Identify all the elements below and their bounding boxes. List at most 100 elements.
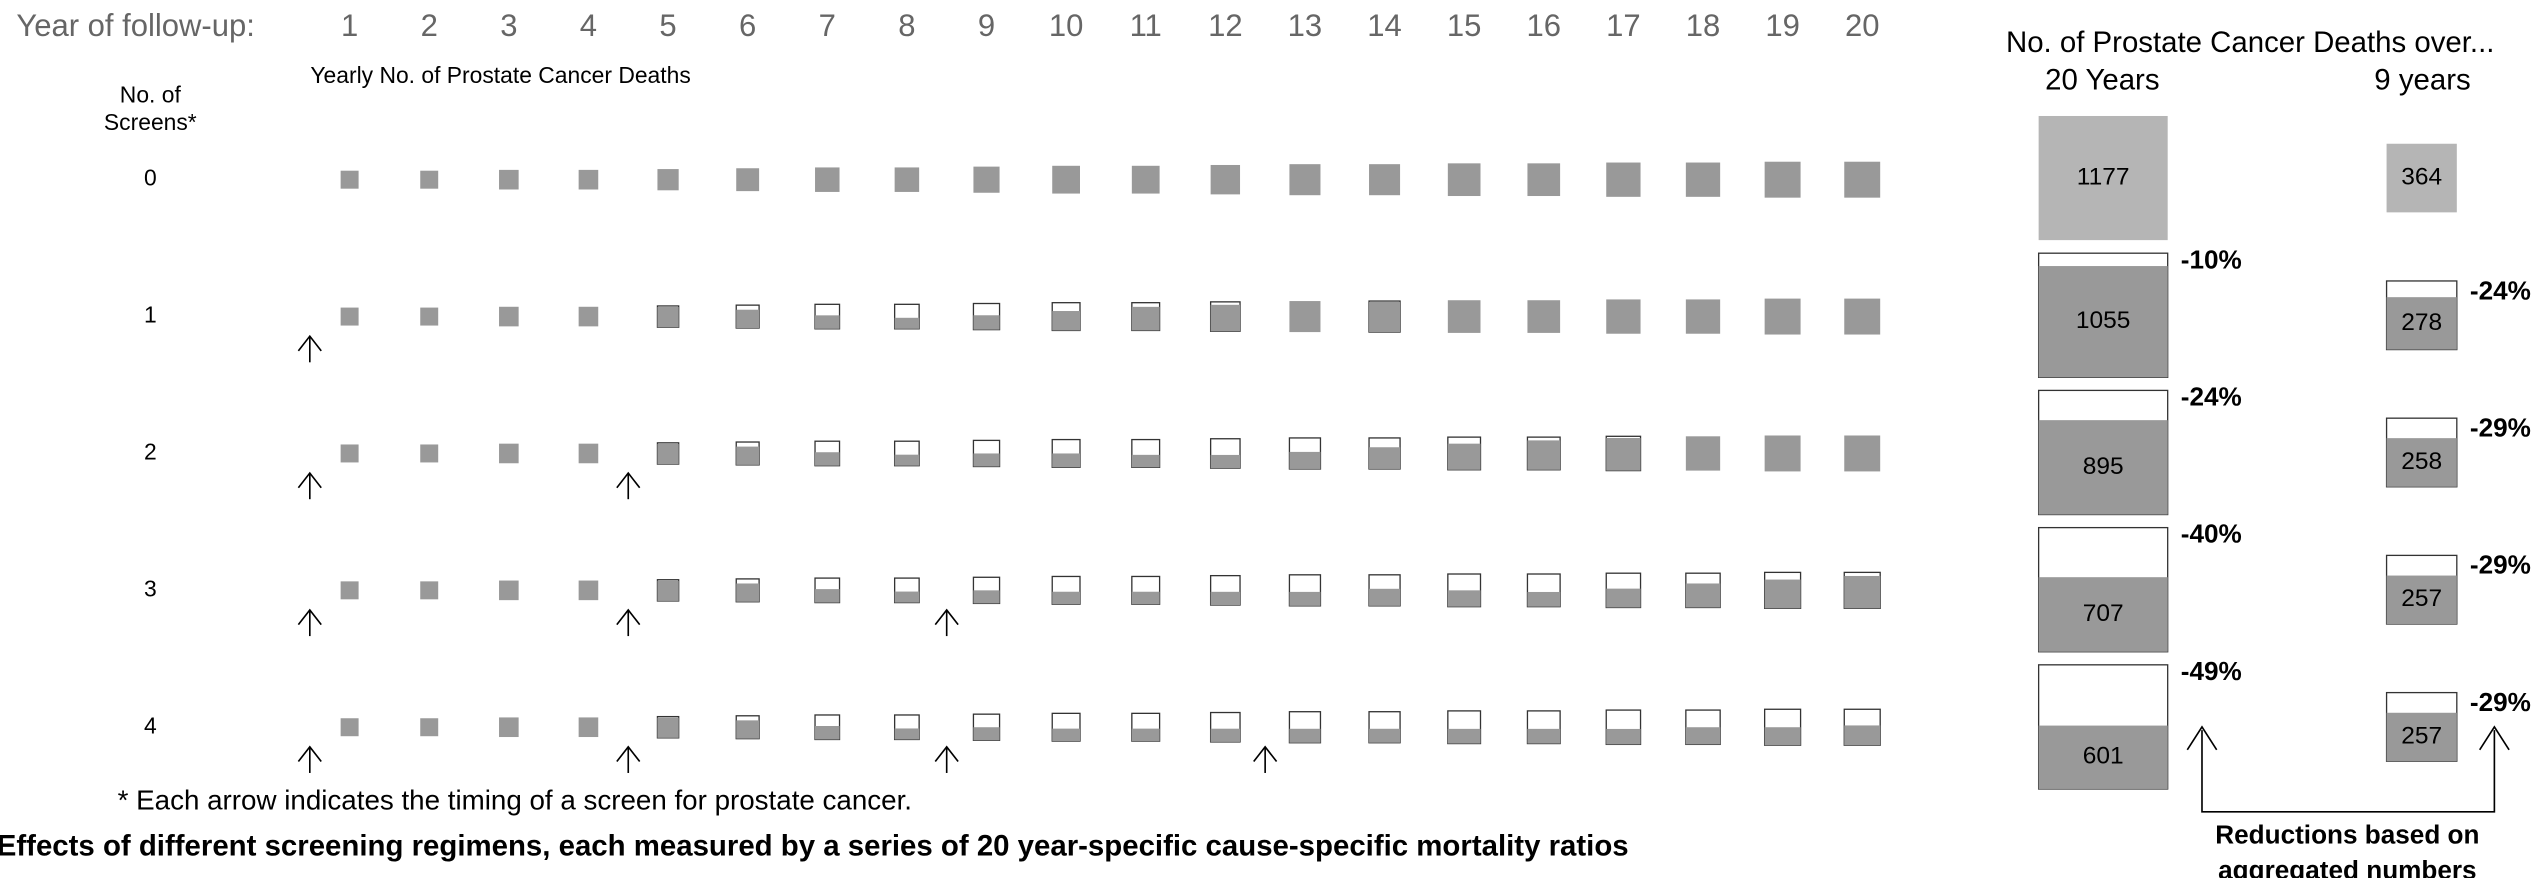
square-fill	[1527, 440, 1561, 470]
square-fill	[973, 166, 1000, 193]
box-fill	[2386, 712, 2457, 762]
change-label: -49%	[2181, 656, 2242, 686]
square-fill	[340, 581, 359, 600]
change-label: -10%	[2181, 244, 2242, 274]
square-fill	[1685, 727, 1721, 745]
square-fill	[1527, 728, 1561, 744]
panel-title: Yearly No. of Prostate Cancer Deaths	[310, 62, 690, 88]
square-fill	[499, 443, 519, 464]
square-fill	[1844, 161, 1881, 198]
caption: Effects of different screening regimens,…	[0, 830, 1629, 863]
square-fill	[1685, 299, 1721, 334]
square-fill	[420, 307, 439, 326]
aggregate-title: No. of Prostate Cancer Deaths over...	[2006, 26, 2494, 59]
square-fill	[657, 443, 679, 465]
square-fill	[1052, 728, 1080, 742]
row-label: 2	[144, 438, 157, 464]
square-fill	[1131, 728, 1160, 742]
square-fill	[1527, 591, 1561, 607]
square-fill	[1764, 727, 1801, 746]
square-fill	[1764, 161, 1801, 198]
change-label: -29%	[2470, 550, 2531, 580]
box-fill	[2038, 266, 2168, 378]
square-fill	[1131, 454, 1160, 468]
square-fill	[1844, 298, 1881, 335]
square-fill	[1369, 447, 1401, 469]
square-fill	[1210, 454, 1241, 469]
year-label: Year of follow-up:	[16, 8, 255, 43]
year-number: 16	[1527, 8, 1562, 43]
change-label: -29%	[2470, 413, 2531, 443]
screen-arrowhead	[934, 608, 959, 626]
square-fill	[1606, 588, 1641, 608]
square-fill	[1052, 311, 1080, 331]
square-fill	[1052, 165, 1080, 194]
square-fill	[1289, 301, 1321, 333]
square-fill	[736, 720, 760, 739]
row-label: 4	[144, 712, 157, 738]
year-number: 3	[500, 8, 517, 43]
square-fill	[1844, 575, 1881, 609]
square-fill	[1289, 451, 1321, 469]
square-fill	[1764, 435, 1801, 472]
square-fill	[815, 315, 840, 329]
box-fill	[2038, 577, 2168, 652]
row-label: 1	[144, 302, 157, 328]
square-fill	[894, 454, 920, 466]
square-fill	[973, 727, 1000, 741]
square-fill	[815, 726, 840, 740]
box-fill	[2038, 725, 2168, 789]
square-fill	[578, 169, 599, 190]
box-value: 257	[2401, 722, 2442, 749]
square-fill	[499, 580, 519, 601]
square-fill	[420, 444, 439, 463]
square-fill	[1131, 165, 1160, 194]
square-fill	[815, 589, 840, 603]
square-fill	[1052, 591, 1080, 605]
year-number: 18	[1686, 8, 1721, 43]
year-number: 20	[1845, 8, 1880, 43]
screens-label: No. of	[120, 81, 182, 107]
year-number: 14	[1367, 8, 1402, 43]
square-fill	[1764, 298, 1801, 335]
square-fill	[894, 317, 920, 329]
screen-arrowhead	[297, 471, 322, 489]
square-fill	[1447, 300, 1481, 333]
square-fill	[1685, 436, 1721, 471]
square-fill	[499, 169, 519, 190]
square-fill	[1764, 579, 1801, 609]
square-fill	[1369, 301, 1401, 333]
screen-arrowhead	[297, 608, 322, 626]
screen-arrowhead	[297, 334, 322, 352]
year-number: 4	[580, 8, 597, 43]
square-fill	[973, 453, 1000, 467]
square-fill	[420, 581, 439, 600]
change-label: -24%	[2470, 275, 2531, 305]
box-fill	[2386, 297, 2457, 350]
square-fill	[894, 167, 920, 192]
change-label: -40%	[2181, 519, 2242, 549]
square-fill	[499, 306, 519, 327]
change-label: -24%	[2181, 381, 2242, 411]
box-value: 364	[2401, 164, 2442, 191]
screen-arrowhead	[934, 745, 959, 763]
square-fill	[578, 306, 599, 327]
square-fill	[815, 167, 840, 192]
year-number: 13	[1288, 8, 1322, 43]
year-number: 2	[421, 8, 438, 43]
square-fill	[1527, 163, 1561, 197]
row-label: 3	[144, 575, 157, 601]
square-fill	[973, 590, 1000, 604]
screen-arrowhead	[616, 608, 641, 626]
square-fill	[340, 444, 359, 463]
square-fill	[1052, 453, 1080, 468]
change-label: -29%	[2470, 687, 2531, 717]
square-fill	[736, 168, 760, 192]
square-fill	[499, 717, 519, 738]
year-number: 15	[1447, 8, 1482, 43]
year-number: 7	[819, 8, 836, 43]
square-fill	[1289, 728, 1321, 743]
year-number: 9	[978, 8, 995, 43]
square-fill	[1685, 162, 1721, 197]
